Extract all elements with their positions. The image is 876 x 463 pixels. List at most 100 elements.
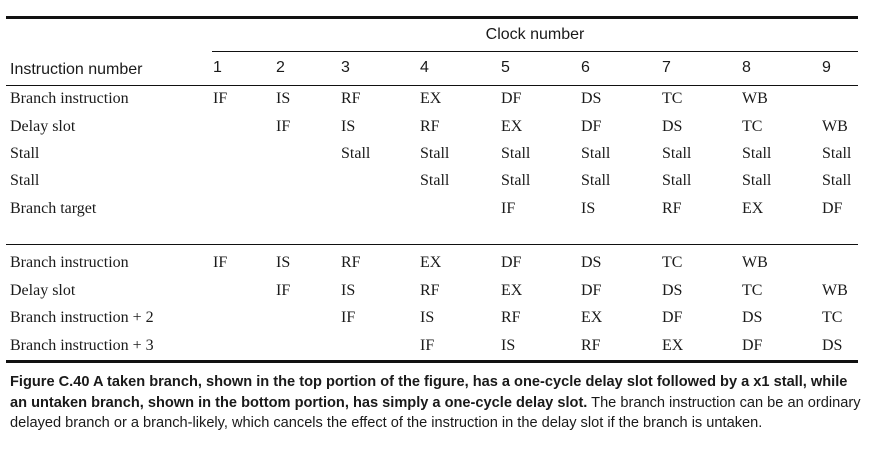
table-row: Branch instruction + 2 IF IS RF EX DF DS…: [0, 305, 876, 331]
clock-header: 7: [662, 59, 671, 76]
stage-cell: Stall: [420, 172, 450, 189]
stage-cell: DS: [662, 282, 683, 299]
bottom-rule: [6, 360, 858, 363]
stage-cell: DF: [581, 118, 602, 135]
stage-cell: Stall: [420, 145, 450, 162]
stage-cell: EX: [662, 337, 684, 354]
stage-cell: TC: [662, 90, 683, 107]
stage-cell: IS: [276, 90, 291, 107]
stage-cell: Stall: [341, 145, 371, 162]
row-label: Branch target: [10, 200, 97, 217]
clock-number-title: Clock number: [485, 26, 585, 43]
stage-cell: IS: [341, 282, 356, 299]
caption-title: Figure C.40 A taken branch, shown in the…: [10, 374, 848, 411]
stage-cell: WB: [742, 90, 768, 107]
stage-cell: DF: [742, 337, 763, 354]
stage-cell: EX: [420, 90, 442, 107]
clock-header: 5: [501, 59, 510, 76]
stage-cell: Stall: [501, 145, 531, 162]
row-label: Delay slot: [10, 282, 76, 299]
stage-cell: EX: [581, 309, 603, 326]
stage-cell: WB: [822, 118, 848, 135]
clock-header: 6: [581, 59, 590, 76]
table-row: Branch instruction IF IS RF EX DF DS TC …: [0, 86, 876, 112]
table-row: Delay slot IF IS RF EX DF DS TC WB: [0, 278, 876, 304]
stage-cell: RF: [420, 282, 440, 299]
table-row: Delay slot IF IS RF EX DF DS TC WB: [0, 114, 876, 140]
stage-cell: TC: [742, 282, 763, 299]
header-rule: [6, 85, 858, 86]
stage-cell: IF: [341, 309, 356, 326]
stage-cell: Stall: [581, 172, 611, 189]
stage-cell: DF: [581, 282, 602, 299]
stage-cell: RF: [662, 200, 682, 217]
clock-header: 9: [822, 59, 831, 76]
stage-cell: RF: [341, 90, 361, 107]
table-row: Stall Stall Stall Stall Stall Stall Stal…: [0, 168, 876, 194]
stage-cell: Stall: [822, 172, 852, 189]
stage-cell: IF: [276, 118, 291, 135]
stage-cell: TC: [662, 254, 683, 271]
stage-cell: EX: [501, 118, 523, 135]
stage-cell: Stall: [501, 172, 531, 189]
row-label: Stall: [10, 172, 40, 189]
stage-cell: DF: [501, 90, 522, 107]
stage-cell: IS: [420, 309, 435, 326]
stage-cell: IS: [276, 254, 291, 271]
table-row: Branch instruction + 3 IF IS RF EX DF DS: [0, 333, 876, 359]
row-label: Delay slot: [10, 118, 76, 135]
stage-cell: RF: [501, 309, 521, 326]
clock-header: 4: [420, 59, 429, 76]
instruction-number-label: Instruction number: [10, 61, 143, 78]
table-row: Stall Stall Stall Stall Stall Stall Stal…: [0, 141, 876, 167]
stage-cell: IF: [213, 90, 228, 107]
stage-cell: IF: [213, 254, 228, 271]
row-label: Branch instruction: [10, 90, 129, 107]
stage-cell: Stall: [742, 145, 772, 162]
top-rule: [6, 16, 858, 19]
stage-cell: Stall: [822, 145, 852, 162]
row-label: Stall: [10, 145, 40, 162]
stage-cell: IF: [501, 200, 516, 217]
stage-cell: WB: [742, 254, 768, 271]
table-row: Branch instruction IF IS RF EX DF DS TC …: [0, 250, 876, 276]
stage-cell: DF: [662, 309, 683, 326]
stage-cell: RF: [341, 254, 361, 271]
stage-cell: IF: [420, 337, 435, 354]
stage-cell: Stall: [581, 145, 611, 162]
stage-cell: DS: [742, 309, 763, 326]
row-label: Branch instruction + 2: [10, 309, 154, 326]
stage-cell: TC: [742, 118, 763, 135]
stage-cell: IS: [581, 200, 596, 217]
stage-cell: DS: [581, 254, 602, 271]
clock-header: 1: [213, 59, 222, 76]
row-label: Branch instruction: [10, 254, 129, 271]
stage-cell: DF: [822, 200, 843, 217]
stage-cell: EX: [501, 282, 523, 299]
stage-cell: Stall: [742, 172, 772, 189]
stage-cell: Stall: [662, 172, 692, 189]
stage-cell: IS: [341, 118, 356, 135]
stage-cell: RF: [420, 118, 440, 135]
header-row: Instruction number 1 2 3 4 5 6 7 8 9: [0, 59, 876, 83]
clock-rule: [212, 51, 858, 52]
stage-cell: TC: [822, 309, 843, 326]
clock-header: 2: [276, 59, 285, 76]
clock-header: 8: [742, 59, 751, 76]
stage-cell: RF: [581, 337, 601, 354]
stage-cell: WB: [822, 282, 848, 299]
table-row: Branch target IF IS RF EX DF: [0, 196, 876, 222]
row-label: Branch instruction + 3: [10, 337, 154, 354]
stage-cell: DF: [501, 254, 522, 271]
stage-cell: DS: [581, 90, 602, 107]
section-divider: [6, 244, 858, 245]
stage-cell: IS: [501, 337, 516, 354]
stage-cell: Stall: [662, 145, 692, 162]
figure-caption: Figure C.40 A taken branch, shown in the…: [10, 372, 862, 434]
stage-cell: EX: [420, 254, 442, 271]
clock-header: 3: [341, 59, 350, 76]
stage-cell: IF: [276, 282, 291, 299]
stage-cell: DS: [662, 118, 683, 135]
caption-body: The branch instruction can be an ordinar…: [10, 394, 861, 432]
stage-cell: EX: [742, 200, 764, 217]
